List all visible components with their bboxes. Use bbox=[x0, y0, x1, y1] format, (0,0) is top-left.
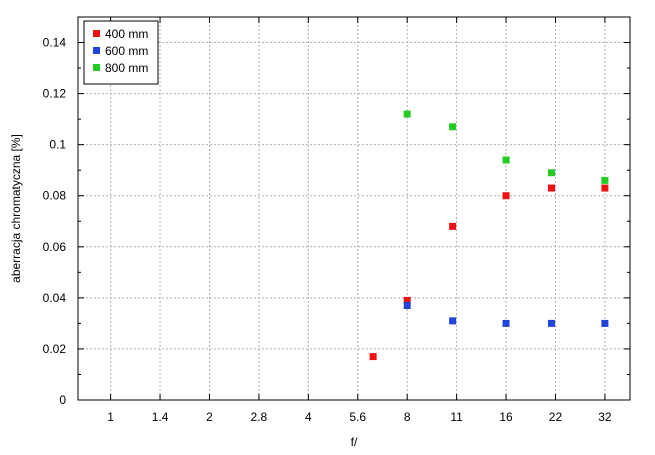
data-point bbox=[449, 317, 457, 325]
plot-frame bbox=[77, 16, 631, 401]
legend-marker bbox=[93, 64, 100, 71]
x-tick-label: 8 bbox=[404, 410, 411, 424]
x-tick-label: 5.6 bbox=[349, 410, 366, 424]
x-tick-label: 1.4 bbox=[152, 410, 169, 424]
y-tick-label: 0.08 bbox=[43, 189, 67, 203]
data-point bbox=[403, 110, 411, 118]
x-tick-label: 4 bbox=[305, 410, 312, 424]
legend-marker bbox=[93, 47, 100, 54]
data-point bbox=[547, 319, 555, 327]
x-tick-label: 16 bbox=[499, 410, 513, 424]
x-axis-title: f/ bbox=[351, 435, 358, 449]
data-point bbox=[502, 319, 510, 327]
data-point bbox=[547, 169, 555, 177]
x-tick-label: 2 bbox=[206, 410, 213, 424]
x-tick-label: 1 bbox=[107, 410, 114, 424]
legend-label: 400 mm bbox=[105, 27, 148, 41]
legend-marker bbox=[93, 30, 100, 37]
y-tick-label: 0.14 bbox=[43, 36, 67, 50]
y-tick-label: 0.1 bbox=[49, 138, 66, 152]
y-tick-label: 0.06 bbox=[43, 240, 67, 254]
data-point bbox=[403, 296, 411, 304]
data-point bbox=[449, 123, 457, 131]
y-tick-label: 0.04 bbox=[43, 291, 67, 305]
legend-label: 800 mm bbox=[105, 61, 148, 75]
data-point bbox=[369, 353, 377, 361]
grid bbox=[78, 17, 630, 400]
data-point bbox=[403, 302, 411, 310]
y-axis-title: aberracja chromatyczna [%] bbox=[9, 134, 23, 283]
y-tick-label: 0.12 bbox=[43, 87, 67, 101]
x-tick-label: 32 bbox=[598, 410, 612, 424]
legend-label: 600 mm bbox=[105, 44, 148, 58]
y-tick-label: 0.02 bbox=[43, 342, 67, 356]
data-point bbox=[449, 222, 457, 230]
x-tick-label: 2.8 bbox=[251, 410, 268, 424]
data-point bbox=[601, 176, 609, 184]
x-tick-label: 11 bbox=[450, 410, 463, 424]
data-point bbox=[547, 184, 555, 192]
data-point bbox=[601, 184, 609, 192]
axis-ticks: 1 1.4 2 2.8 4 5.6 8 11 16 22 32 0 0.02 0.04 0.06 0.08 0.… bbox=[43, 17, 630, 424]
legend: 400 mm 600 mm 800 mm bbox=[83, 20, 159, 85]
x-tick-label: 22 bbox=[549, 410, 563, 424]
y-tick-label: 0 bbox=[59, 393, 66, 407]
data-point bbox=[502, 156, 510, 164]
data-points bbox=[369, 110, 609, 361]
data-point bbox=[601, 319, 609, 327]
data-point bbox=[502, 192, 510, 200]
